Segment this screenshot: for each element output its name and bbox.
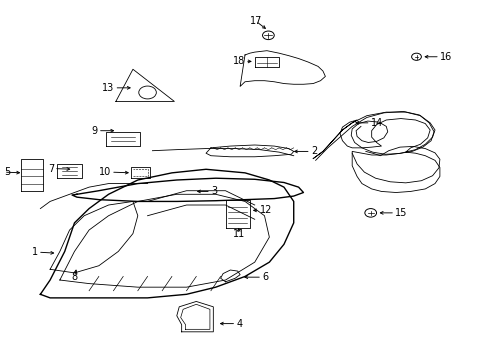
Text: 8: 8 (72, 272, 77, 282)
Text: 12: 12 (260, 205, 272, 215)
Text: 5: 5 (4, 167, 10, 177)
Text: 17: 17 (249, 16, 262, 26)
Text: 11: 11 (233, 229, 245, 239)
Text: 7: 7 (48, 163, 54, 174)
Text: 9: 9 (92, 126, 98, 136)
Text: 4: 4 (236, 319, 243, 329)
Text: 2: 2 (311, 147, 317, 157)
Text: 3: 3 (211, 186, 217, 197)
Text: 6: 6 (262, 272, 268, 282)
Text: 18: 18 (233, 57, 245, 66)
Text: 1: 1 (32, 247, 38, 257)
Text: 14: 14 (371, 118, 383, 128)
Text: 16: 16 (440, 52, 452, 62)
Text: 13: 13 (102, 83, 115, 93)
Text: 15: 15 (395, 208, 408, 218)
Text: 10: 10 (99, 167, 111, 177)
